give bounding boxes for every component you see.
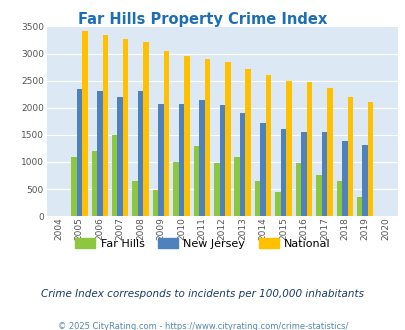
Bar (260, 123, 265, 216)
Bar (71, 156, 77, 216)
Bar (184, 56, 189, 216)
Bar (204, 59, 210, 216)
Bar (193, 146, 198, 216)
Bar (347, 97, 352, 216)
Bar (234, 156, 239, 216)
Bar (77, 89, 82, 216)
Text: Far Hills Property Crime Index: Far Hills Property Crime Index (78, 12, 327, 26)
Bar (356, 197, 362, 216)
Bar (254, 181, 260, 216)
Bar (295, 163, 301, 216)
Bar (301, 132, 306, 216)
Text: Crime Index corresponds to incidents per 100,000 inhabitants: Crime Index corresponds to incidents per… (41, 289, 364, 299)
Bar (275, 192, 280, 216)
Bar (341, 141, 347, 216)
Bar (326, 88, 332, 216)
Bar (224, 62, 230, 216)
Bar (362, 145, 367, 216)
Bar (91, 151, 97, 216)
Bar (198, 100, 204, 216)
Bar (143, 42, 149, 216)
Bar (163, 51, 169, 216)
Legend: Far Hills, New Jersey, National: Far Hills, New Jersey, National (70, 234, 335, 253)
Bar (321, 132, 326, 216)
Bar (112, 135, 117, 216)
Bar (245, 69, 250, 216)
Bar (213, 163, 219, 216)
Bar (117, 97, 123, 216)
Bar (158, 104, 163, 216)
Bar (178, 104, 184, 216)
Bar (280, 129, 286, 216)
Bar (367, 102, 373, 216)
Bar (315, 176, 321, 216)
Bar (286, 81, 291, 216)
Bar (306, 82, 311, 216)
Bar (239, 113, 245, 216)
Bar (265, 75, 271, 216)
Text: © 2025 CityRating.com - https://www.cityrating.com/crime-statistics/: © 2025 CityRating.com - https://www.city… (58, 322, 347, 330)
Bar (336, 181, 341, 216)
Bar (97, 91, 102, 216)
Bar (138, 91, 143, 216)
Bar (123, 39, 128, 216)
Bar (82, 31, 87, 216)
Bar (152, 190, 158, 216)
Bar (219, 105, 224, 216)
Bar (102, 35, 108, 216)
Bar (132, 181, 138, 216)
Bar (173, 162, 178, 216)
